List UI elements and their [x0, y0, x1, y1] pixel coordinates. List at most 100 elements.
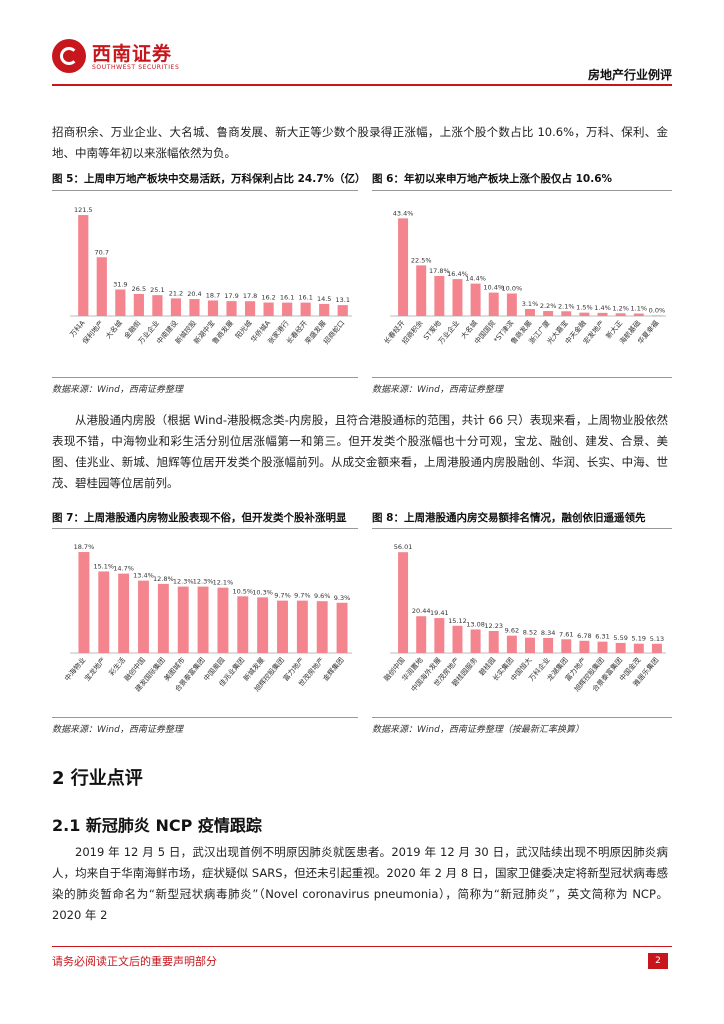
chart-data-label: 14.4% — [465, 275, 486, 283]
chart-data-label: 5.19 — [632, 635, 646, 643]
chart-data-label: 15.12 — [448, 617, 467, 625]
chart-bar — [543, 637, 554, 653]
figure-7-rule — [52, 528, 358, 529]
chart-bar — [488, 630, 499, 653]
chart-bar — [189, 299, 200, 316]
chart-bar — [244, 301, 256, 316]
chart-bar — [561, 639, 572, 653]
chart-data-label: 16.1 — [298, 294, 312, 302]
chart-bar — [633, 643, 644, 653]
chart-bar — [337, 305, 348, 316]
chart-bar — [263, 302, 274, 316]
chart-data-label: 16.4% — [447, 270, 468, 278]
figure-7-source: 数据来源：Wind，西南证券整理 — [52, 725, 183, 735]
chart-data-label: 9.62 — [505, 627, 519, 635]
chart-data-label: 12.8% — [153, 575, 174, 583]
chart-data-label: 5.59 — [613, 634, 627, 642]
footer-disclaimer-notice: 请务必阅读正文后的重要声明部分 — [52, 955, 217, 968]
company-logo: 西南证券 SOUTHWEST SECURITIES — [52, 37, 202, 77]
chart-data-label: 20.44 — [412, 607, 431, 615]
chart-data-label: 8.34 — [541, 629, 555, 637]
chart-bar — [398, 552, 409, 653]
chart-data-label: 121.5 — [74, 206, 93, 214]
chart-data-label: 9.3% — [334, 594, 351, 602]
chart-category-label: 大名城 — [103, 319, 123, 341]
chart-bar — [277, 600, 288, 653]
chart-bar — [152, 295, 163, 316]
chart-bar — [157, 583, 169, 653]
chart-data-label: 8.52 — [523, 629, 537, 637]
paragraph-hk-stocks: 从港股通内房股（根据 Wind-港股概念类-内房股，且符合港股通标的范围，共计 … — [52, 413, 668, 490]
chart-data-label: 10.3% — [252, 588, 273, 596]
section-heading-2: 2 行业点评 — [52, 768, 143, 789]
logo-emblem-icon — [52, 39, 86, 73]
chart-data-label: 10.5% — [232, 587, 253, 595]
chart-bar — [416, 265, 427, 317]
chart-bar — [488, 292, 499, 316]
report-category-title: 房地产行业例评 — [587, 68, 672, 82]
chart-bar — [207, 300, 219, 316]
chart-data-label: 9.7% — [274, 592, 291, 600]
figure-8-bottom-rule — [372, 717, 672, 718]
chart-data-label: 20.4 — [187, 290, 201, 298]
chart-data-label: 10.0% — [502, 285, 523, 293]
chart-bar — [579, 640, 590, 653]
chart-data-label: 21.2 — [169, 289, 183, 297]
chart-bar — [282, 302, 293, 316]
chart-bar — [177, 586, 189, 653]
figure-7-title: 图 7：上周港股通内房物业股表现不俗，但开发类个股补涨明显 — [52, 512, 347, 524]
chart-bar — [296, 600, 308, 653]
chart-bar — [319, 303, 330, 316]
figure-8-title: 图 8：上周港股通内房交易额排名情况，融创依旧遥遥领先 — [372, 512, 646, 524]
chart-bar — [336, 602, 348, 653]
chart-bar — [434, 618, 445, 653]
figure-7-chart: 18.7%中海物业15.1%宝龙地产14.7%彩生活13.4%融创中国12.8%… — [63, 543, 352, 693]
chart-data-label: 13.4% — [133, 572, 154, 580]
chart-bar — [597, 312, 608, 316]
chart-bar — [78, 552, 90, 653]
figure-8-source: 数据来源：Wind，西南证券整理（按最新汇率换算） — [372, 725, 584, 735]
chart-data-label: 6.31 — [595, 633, 609, 641]
chart-bar — [138, 580, 149, 653]
chart-bar — [316, 601, 328, 653]
figure-5-bottom-rule — [52, 377, 358, 378]
chart-data-label: 1.5% — [576, 304, 593, 312]
chart-bar — [434, 275, 445, 316]
chart-bar — [170, 298, 182, 316]
chart-data-label: 0.0% — [649, 306, 666, 314]
chart-bar — [416, 616, 427, 653]
chart-bar — [470, 629, 481, 653]
paragraph-rising-stocks: 招商积余、万业企业、大名城、鲁商发展、新大正等少数个股录得正涨幅，上涨个股个数占… — [52, 125, 668, 160]
chart-data-label: 2.1% — [558, 302, 575, 310]
chart-bar — [615, 642, 626, 653]
chart-data-label: 1.4% — [594, 304, 611, 312]
chart-data-label: 43.4% — [393, 209, 414, 217]
chart-data-label: 17.8% — [429, 267, 450, 275]
figure-6-source: 数据来源：Wind，西南证券整理 — [372, 385, 503, 395]
chart-data-label: 14.7% — [113, 565, 134, 573]
chart-data-label: 16.1 — [280, 294, 294, 302]
chart-bar — [398, 218, 409, 316]
chart-bar — [651, 315, 662, 316]
chart-data-label: 13.08 — [466, 620, 485, 628]
chart-bar — [96, 257, 107, 316]
chart-bar — [525, 309, 535, 317]
chart-data-label: 18.7% — [74, 543, 95, 551]
chart-bar — [226, 301, 237, 316]
chart-category-label: 彩生活 — [107, 656, 127, 678]
figure-7-bottom-rule — [52, 717, 358, 718]
chart-data-label: 12.3% — [173, 578, 194, 586]
chart-data-label: 9.7% — [294, 592, 311, 600]
figure-5-rule — [52, 190, 358, 191]
chart-bar — [561, 311, 572, 317]
chart-data-label: 14.5 — [317, 295, 331, 303]
chart-bar — [78, 215, 89, 316]
chart-bar — [615, 313, 626, 316]
chart-data-label: 9.6% — [314, 592, 331, 600]
chart-data-label: 2.2% — [540, 302, 557, 310]
chart-bar — [543, 311, 554, 316]
chart-bar — [506, 635, 517, 653]
chart-bar — [237, 596, 249, 653]
chart-data-label: 13.1 — [335, 296, 349, 304]
page-number: 2 — [648, 953, 668, 969]
